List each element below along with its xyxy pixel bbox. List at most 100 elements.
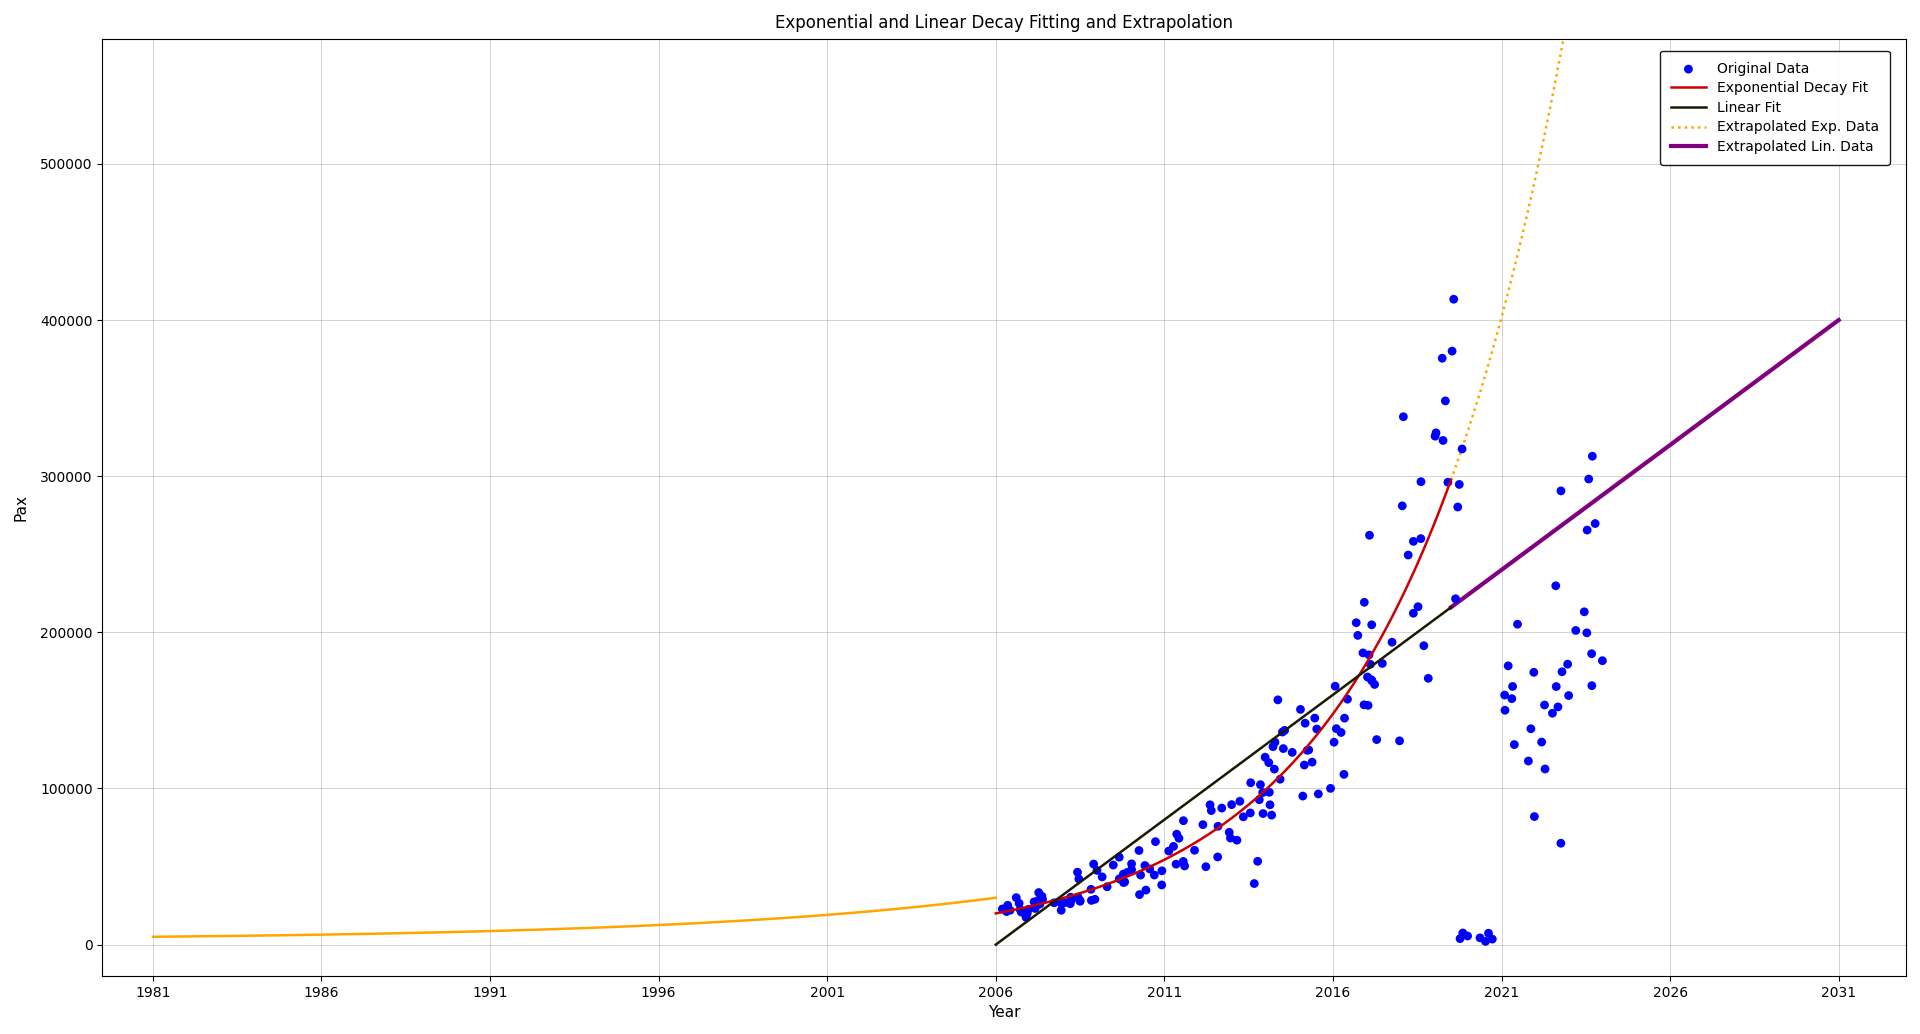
Original Data <box>1006 904 1037 920</box>
Exponential Decay Fit <box>1367 635 1390 647</box>
Original Data <box>1386 497 1417 514</box>
Original Data <box>1572 470 1603 487</box>
Original Data <box>1546 483 1576 499</box>
Original Data <box>1542 678 1572 695</box>
Original Data <box>1196 802 1227 819</box>
Original Data <box>1023 895 1054 912</box>
Original Data <box>1476 931 1507 947</box>
Original Data <box>1104 871 1135 887</box>
Line: Exponential Decay Fit: Exponential Decay Fit <box>996 480 1452 913</box>
Original Data <box>1548 664 1578 680</box>
Original Data <box>1405 474 1436 490</box>
Original Data <box>1354 646 1384 663</box>
Original Data <box>1413 670 1444 687</box>
Original Data <box>1277 744 1308 761</box>
Original Data <box>1125 886 1156 903</box>
Original Data <box>1452 927 1482 944</box>
Exponential Decay Fit <box>985 907 1008 919</box>
Original Data <box>1135 860 1165 877</box>
Original Data <box>1354 697 1384 713</box>
Original Data <box>1020 893 1050 910</box>
Line: Extrapolated Exp. Data: Extrapolated Exp. Data <box>1452 0 1839 480</box>
Original Data <box>1284 701 1315 718</box>
Original Data <box>1561 622 1592 639</box>
Original Data <box>1377 634 1407 650</box>
Original Data <box>1325 724 1356 740</box>
Original Data <box>1340 614 1371 631</box>
Original Data <box>1430 393 1461 409</box>
Exponential Decay Fit <box>1263 776 1286 788</box>
Original Data <box>1519 664 1549 680</box>
Original Data <box>1304 786 1334 802</box>
Original Data <box>1027 891 1058 908</box>
Original Data <box>1448 924 1478 941</box>
Original Data <box>1302 721 1332 737</box>
Original Data <box>1501 616 1532 633</box>
Original Data <box>1258 738 1288 755</box>
Original Data <box>1116 855 1146 872</box>
Original Data <box>1116 861 1146 878</box>
Linear Fit <box>1367 655 1390 667</box>
Original Data <box>1004 895 1035 912</box>
Original Data <box>1023 884 1054 901</box>
Original Data <box>1012 906 1043 922</box>
Original Data <box>987 901 1018 917</box>
Original Data <box>1342 628 1373 644</box>
Original Data <box>1357 672 1388 689</box>
Original Data <box>1108 865 1139 882</box>
Original Data <box>1025 892 1056 909</box>
Original Data <box>1540 578 1571 595</box>
Original Data <box>1538 705 1569 722</box>
Original Data <box>1398 534 1428 550</box>
Original Data <box>1056 891 1087 908</box>
Original Data <box>1490 687 1521 703</box>
Original Data <box>1332 691 1363 707</box>
Original Data <box>1356 672 1386 689</box>
Original Data <box>1190 858 1221 875</box>
Original Data <box>1496 691 1526 707</box>
Original Data <box>1048 894 1079 911</box>
Original Data <box>1244 791 1275 808</box>
Original Data <box>1213 824 1244 841</box>
Original Data <box>1315 780 1346 796</box>
Extrapolated Exp. Data <box>1463 404 1486 417</box>
Original Data <box>1202 818 1233 834</box>
Original Data <box>1010 905 1041 921</box>
Original Data <box>1515 721 1546 737</box>
Original Data <box>1361 731 1392 748</box>
Original Data <box>1254 796 1284 813</box>
Original Data <box>1254 755 1284 771</box>
Extrapolated Lin. Data <box>1807 328 1830 340</box>
Original Data <box>1265 771 1296 788</box>
Original Data <box>1294 741 1325 758</box>
Original Data <box>1167 813 1198 829</box>
Original Data <box>1235 774 1265 791</box>
Original Data <box>1367 656 1398 672</box>
Original Data <box>1248 784 1279 800</box>
Original Data <box>1500 736 1530 753</box>
Original Data <box>1263 692 1294 708</box>
Original Data <box>1027 888 1058 905</box>
Original Data <box>1202 849 1233 865</box>
Original Data <box>1319 678 1350 695</box>
Original Data <box>1112 864 1142 881</box>
Original Data <box>1352 669 1382 686</box>
Original Data <box>1428 432 1459 449</box>
Original Data <box>1229 809 1260 825</box>
Original Data <box>1419 428 1450 445</box>
Original Data <box>1580 515 1611 531</box>
Original Data <box>991 904 1021 920</box>
Original Data <box>1123 843 1154 859</box>
Original Data <box>1319 734 1350 751</box>
Original Data <box>993 898 1023 914</box>
Original Data <box>1569 604 1599 620</box>
Original Data <box>1471 933 1501 949</box>
Original Data <box>1350 595 1380 611</box>
Extrapolated Exp. Data <box>1440 474 1463 486</box>
Original Data <box>1215 796 1246 813</box>
Original Data <box>1244 777 1275 793</box>
Original Data <box>1104 849 1135 865</box>
Original Data <box>1588 652 1619 669</box>
X-axis label: Year: Year <box>989 1005 1020 1021</box>
Linear Fit <box>985 937 1008 949</box>
